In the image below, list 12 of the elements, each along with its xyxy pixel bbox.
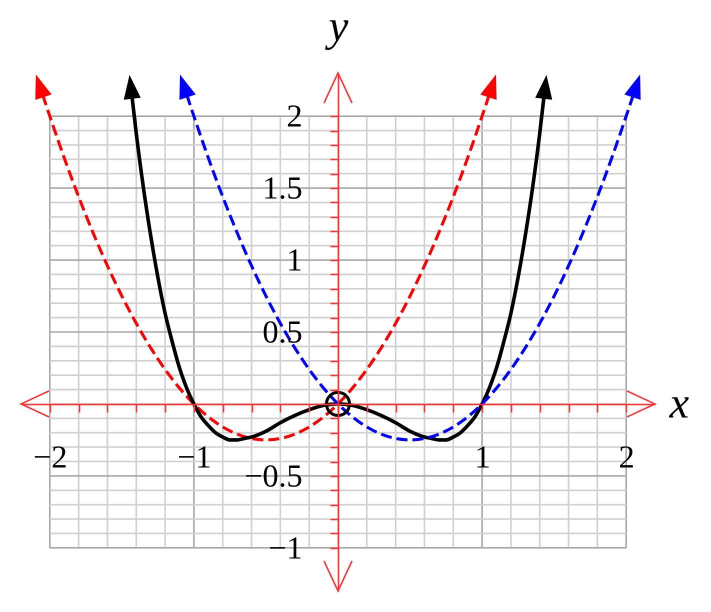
- x-axis-title: x: [668, 378, 690, 428]
- x-tick-label: −1: [177, 438, 212, 474]
- x-tick-label: −2: [33, 438, 68, 474]
- y-tick-label: 1.5: [262, 170, 302, 206]
- y-tick-label: 2: [286, 98, 302, 134]
- y-tick-label: 1: [286, 242, 302, 278]
- y-axis-title: y: [324, 2, 349, 50]
- y-tick-label: −0.5: [244, 457, 302, 494]
- x-tick-label: 2: [618, 438, 635, 474]
- y-tick-label: 0.5: [262, 314, 302, 350]
- x-tick-label: 1: [474, 438, 491, 474]
- y-tick-label: −1: [268, 529, 302, 566]
